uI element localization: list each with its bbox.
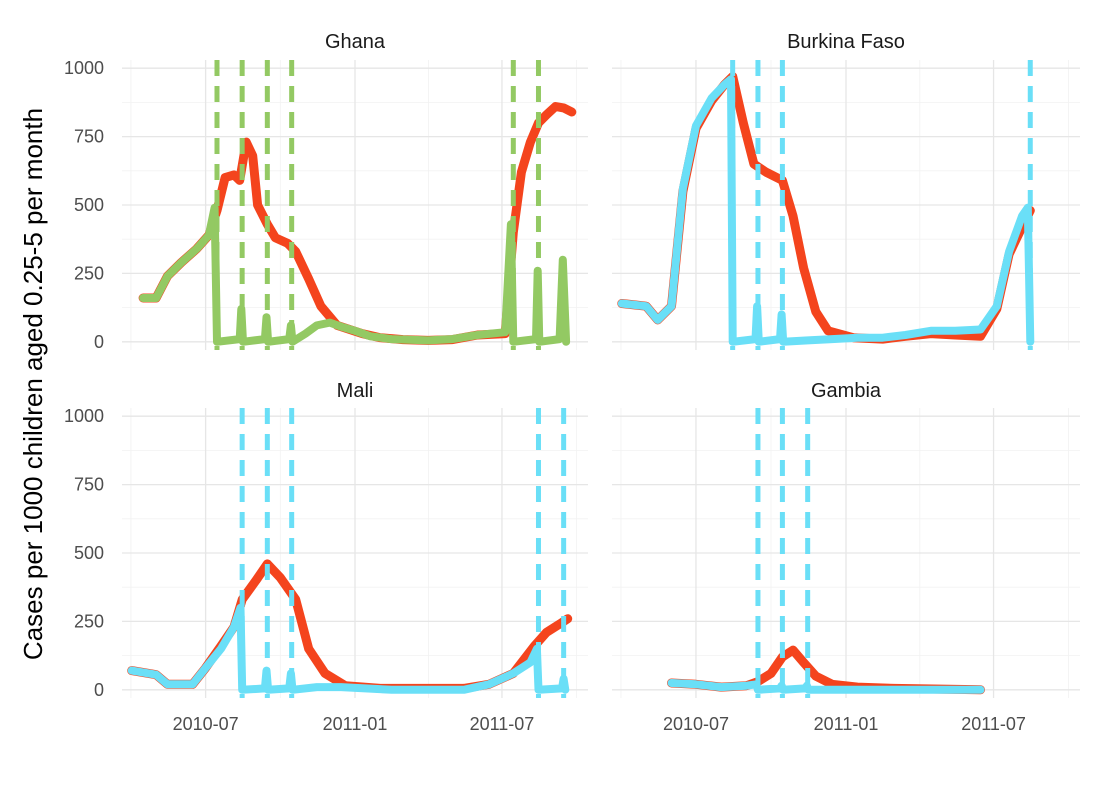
x-tick-label: 2011-07	[470, 714, 535, 734]
y-tick-label: 750	[74, 127, 104, 147]
panel-title: Burkina Faso	[787, 31, 905, 53]
y-tick-label: 750	[74, 475, 104, 495]
plot-area	[127, 408, 573, 698]
panel-title: Gambia	[811, 380, 882, 402]
x-tick-label: 2010-07	[173, 714, 239, 734]
panel-gambia: Gambia 2010-07 2011-01 2011-07	[612, 380, 1080, 734]
y-tick-label: 0	[94, 680, 104, 700]
y-tick-label: 1000	[64, 58, 104, 78]
series-line-intervention	[139, 203, 571, 346]
y-tick-label: 250	[74, 611, 104, 631]
y-tick-label: 250	[74, 263, 104, 283]
x-tick-label: 2011-07	[961, 714, 1026, 734]
panel-title: Ghana	[325, 31, 386, 53]
panel-burkina-faso: Burkina Faso	[612, 31, 1080, 350]
y-tick-label: 500	[74, 543, 104, 563]
plot-area	[617, 60, 1035, 350]
x-tick-label: 2011-01	[323, 714, 388, 734]
panel-ghana: Ghana 0 250 500 750 1000	[64, 31, 588, 352]
x-tick-label: 2010-07	[663, 714, 729, 734]
series-line-intervention	[667, 679, 985, 694]
y-tick-label: 0	[94, 332, 104, 352]
y-tick-label: 1000	[64, 406, 104, 426]
panel-title: Mali	[337, 380, 374, 402]
plot-area	[138, 60, 577, 350]
y-axis-label: Cases per 1000 children aged 0.25-5 per …	[18, 108, 48, 660]
x-tick-label: 2011-01	[814, 714, 879, 734]
series-line-intervention	[127, 603, 570, 694]
panel-mali: Mali 0 250 500 750 1000 2010-07 2011-01 2011-07	[64, 380, 588, 734]
facet-panels: Ghana 0 250 500 750 1000 Burkina Faso Mali 0 250 5…	[64, 31, 1080, 734]
y-tick-label: 500	[74, 195, 104, 215]
series-line-intervention	[617, 75, 1035, 346]
plot-area	[667, 408, 985, 698]
